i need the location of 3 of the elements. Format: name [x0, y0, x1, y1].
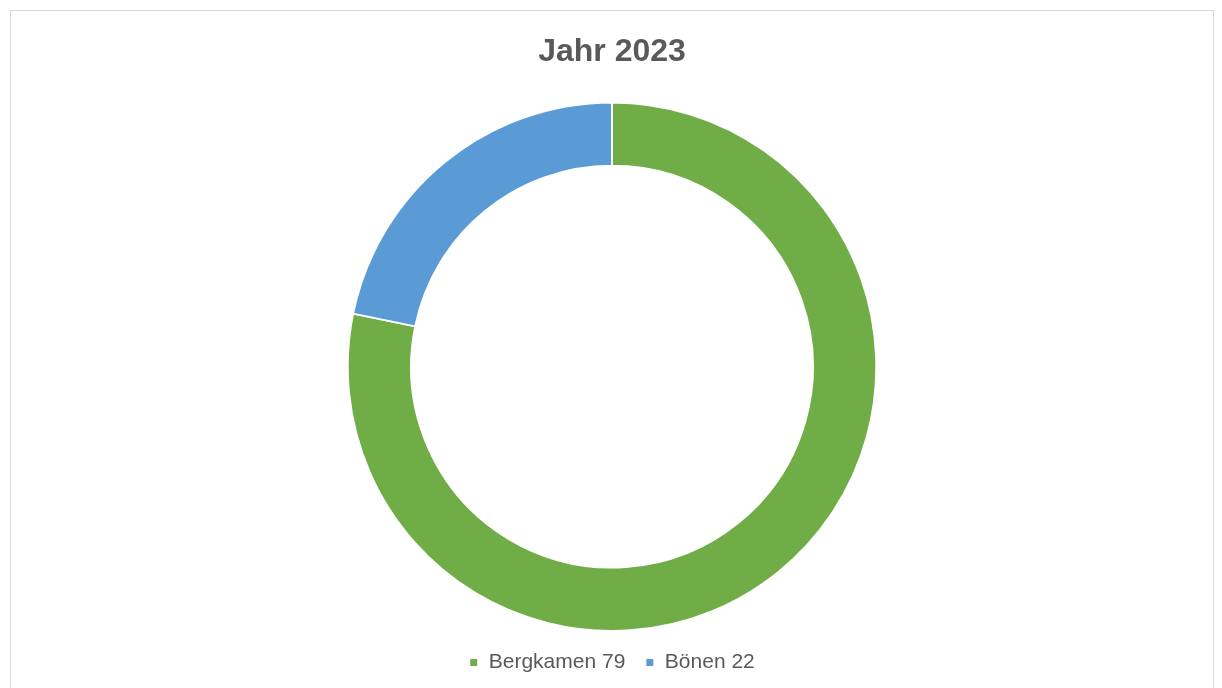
chart-title: Jahr 2023 [538, 32, 686, 69]
legend-label: Bönen 22 [664, 649, 755, 673]
legend-label: Bergkamen 79 [488, 649, 626, 673]
